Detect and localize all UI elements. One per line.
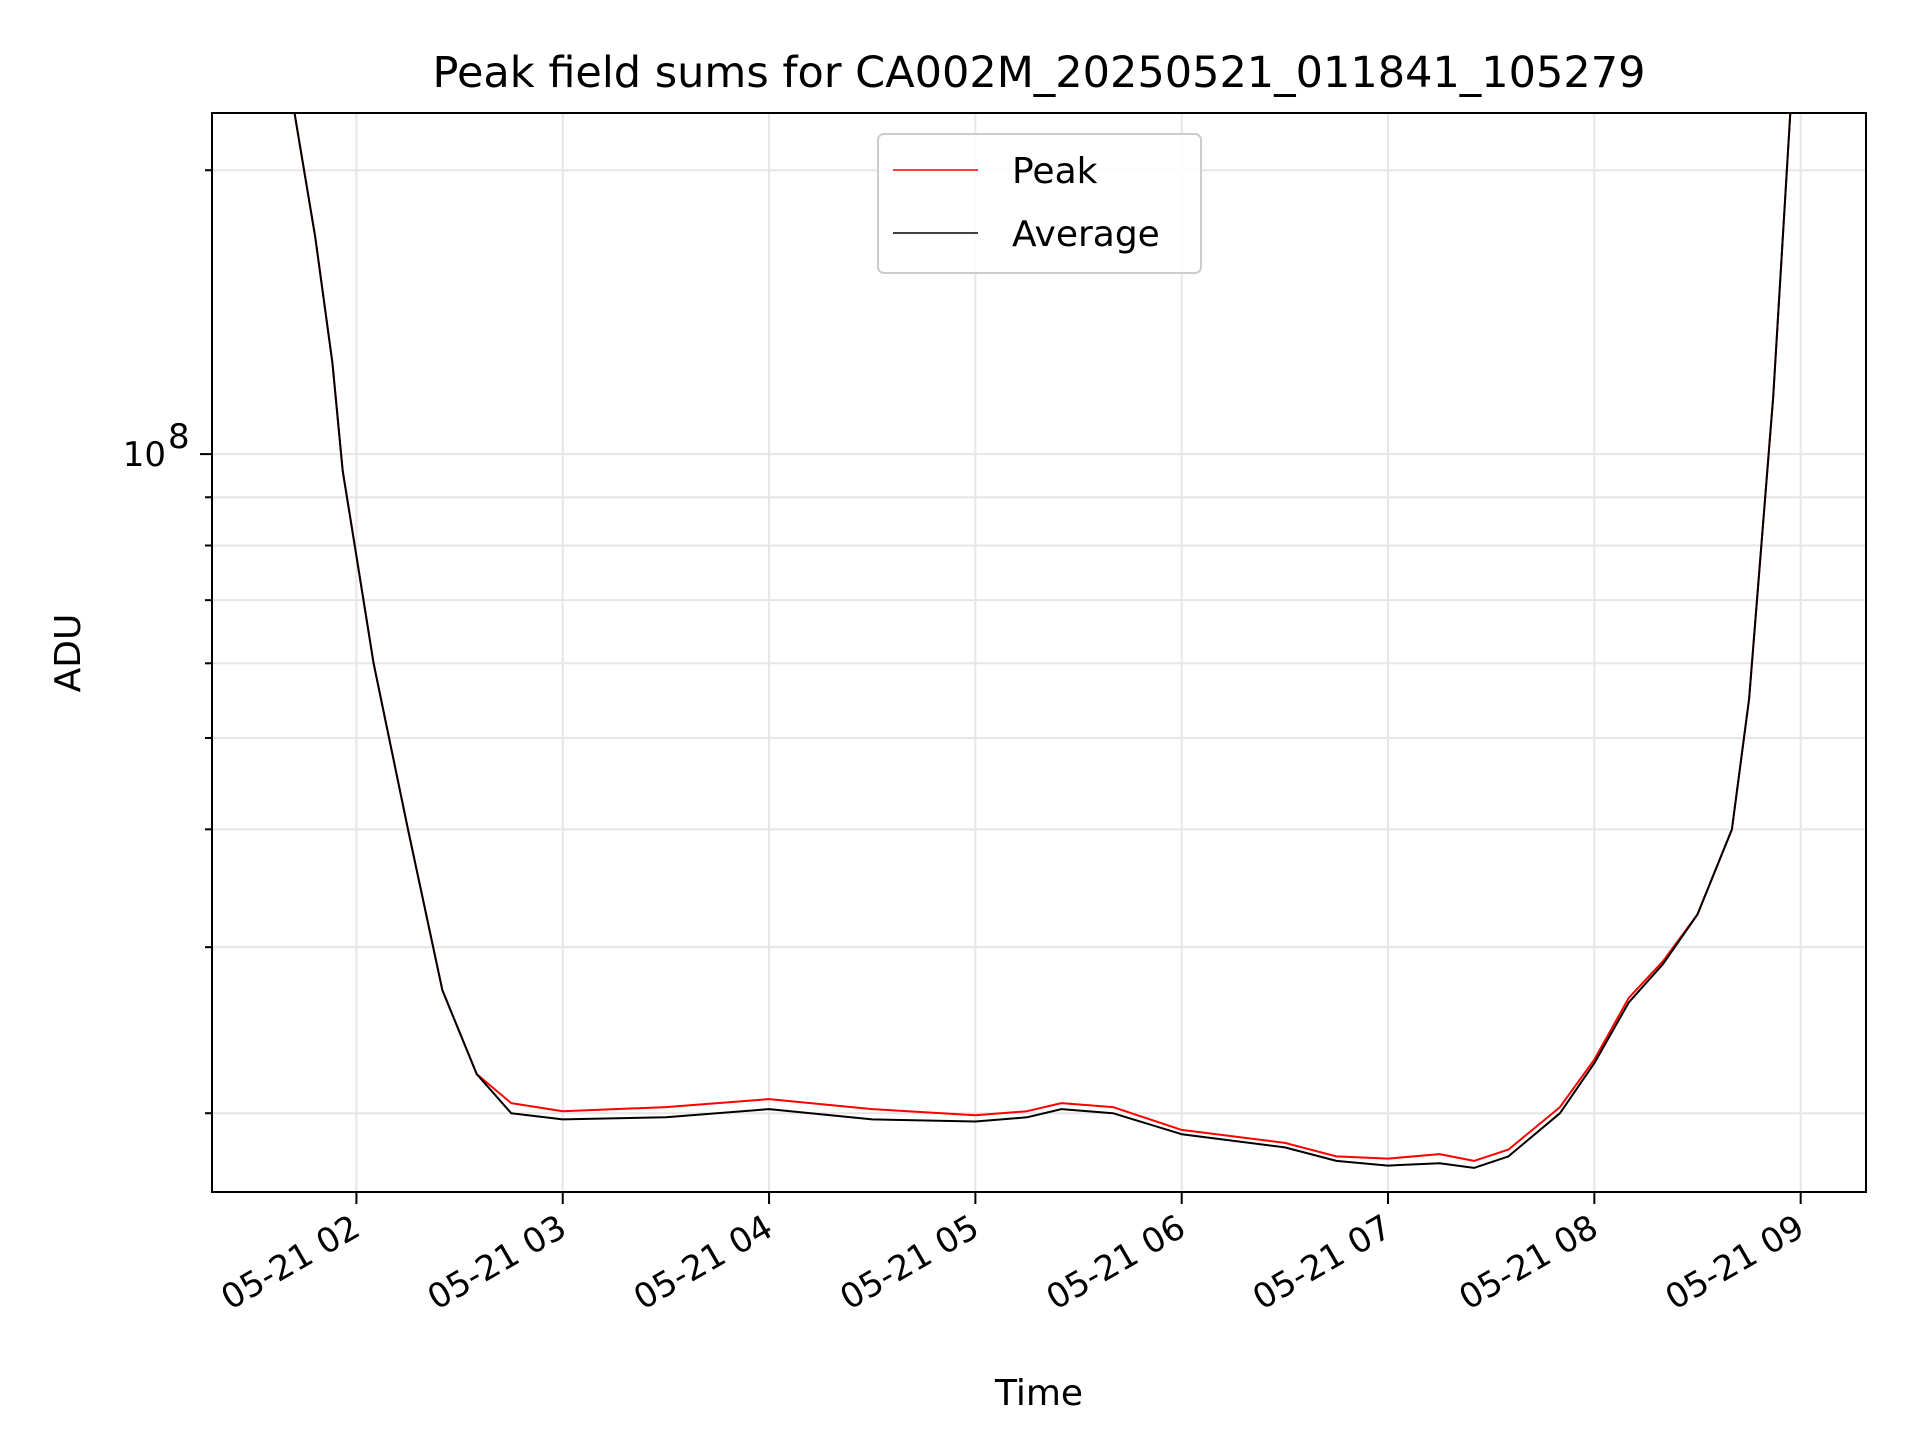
legend: Peak Average <box>877 133 1202 274</box>
y-tick-label-base: 10 <box>123 435 166 475</box>
y-axis-label: ADU <box>48 614 89 693</box>
legend-peak-label: Peak <box>1012 151 1098 192</box>
legend-box <box>877 133 1202 274</box>
y-tick-label-exponent: 8 <box>168 417 190 457</box>
data-series <box>293 113 1792 1169</box>
x-axis-label: Time <box>994 1373 1083 1414</box>
average-series-line <box>293 113 1792 1169</box>
plot-frame <box>211 112 1867 1193</box>
grid-lines <box>212 113 1866 1192</box>
legend-average-label: Average <box>1012 214 1160 255</box>
chart-title: Peak field sums for CA002M_20250521_0118… <box>433 48 1646 98</box>
